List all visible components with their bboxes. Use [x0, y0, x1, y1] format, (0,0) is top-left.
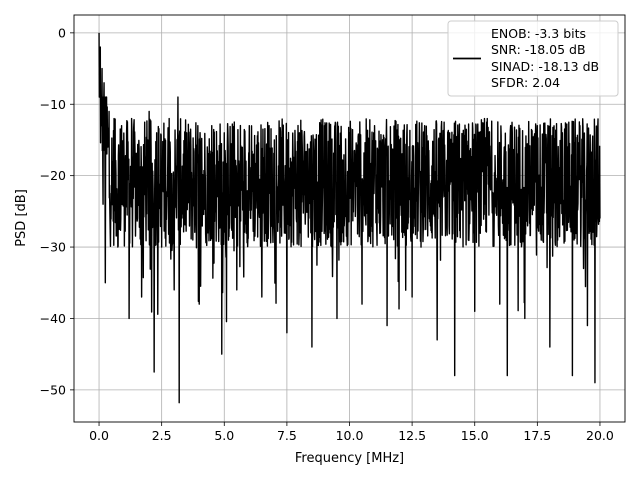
y-tick-label: −30	[40, 240, 66, 255]
legend: ENOB: -3.3 bits SNR: -18.05 dB SINAD: -1…	[447, 20, 619, 97]
x-tick-label: 0.0	[89, 428, 109, 443]
plot-area	[98, 32, 601, 404]
psd-series-line	[98, 32, 601, 404]
x-tick-label: 10.0	[336, 428, 364, 443]
x-tick-label: 15.0	[461, 428, 489, 443]
y-tick-label: −50	[40, 382, 66, 397]
legend-enob: ENOB: -3.3 bits	[491, 26, 586, 41]
x-tick-label: 7.5	[277, 428, 297, 443]
legend-sfdr: SFDR: 2.04	[491, 75, 560, 90]
y-tick-label: −40	[40, 311, 66, 326]
series-layer	[98, 32, 601, 404]
legend-sinad: SINAD: -18.13 dB	[491, 59, 599, 74]
x-tick-label: 5.0	[214, 428, 234, 443]
x-tick-label: 17.5	[523, 428, 551, 443]
y-tick-label: −20	[40, 168, 66, 183]
x-tick-label: 2.5	[152, 428, 172, 443]
legend-box	[447, 20, 619, 97]
x-axis-label: Frequency [MHz]	[295, 451, 404, 466]
x-axis-ticks: 0.0 2.5 5.0 7.5 10.0 12.5 15.0 17.5 20.0	[89, 422, 614, 443]
y-axis-ticks: 0 −10 −20 −30 −40 −50	[40, 25, 74, 397]
x-tick-label: 20.0	[586, 428, 614, 443]
x-tick-label: 12.5	[398, 428, 426, 443]
legend-snr: SNR: -18.05 dB	[491, 42, 586, 57]
y-axis-label: PSD [dB]	[14, 189, 29, 247]
y-tick-label: 0	[58, 25, 66, 40]
y-tick-label: −10	[40, 97, 66, 112]
